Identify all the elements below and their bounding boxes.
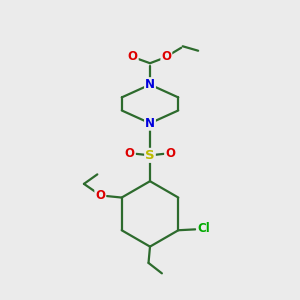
Text: O: O bbox=[125, 147, 135, 161]
Text: O: O bbox=[95, 189, 105, 202]
Text: Cl: Cl bbox=[197, 222, 210, 235]
Text: S: S bbox=[145, 149, 155, 162]
Text: O: O bbox=[165, 147, 175, 161]
Text: N: N bbox=[145, 117, 155, 130]
Text: N: N bbox=[145, 78, 155, 91]
Text: O: O bbox=[128, 50, 138, 63]
Text: O: O bbox=[161, 50, 171, 63]
